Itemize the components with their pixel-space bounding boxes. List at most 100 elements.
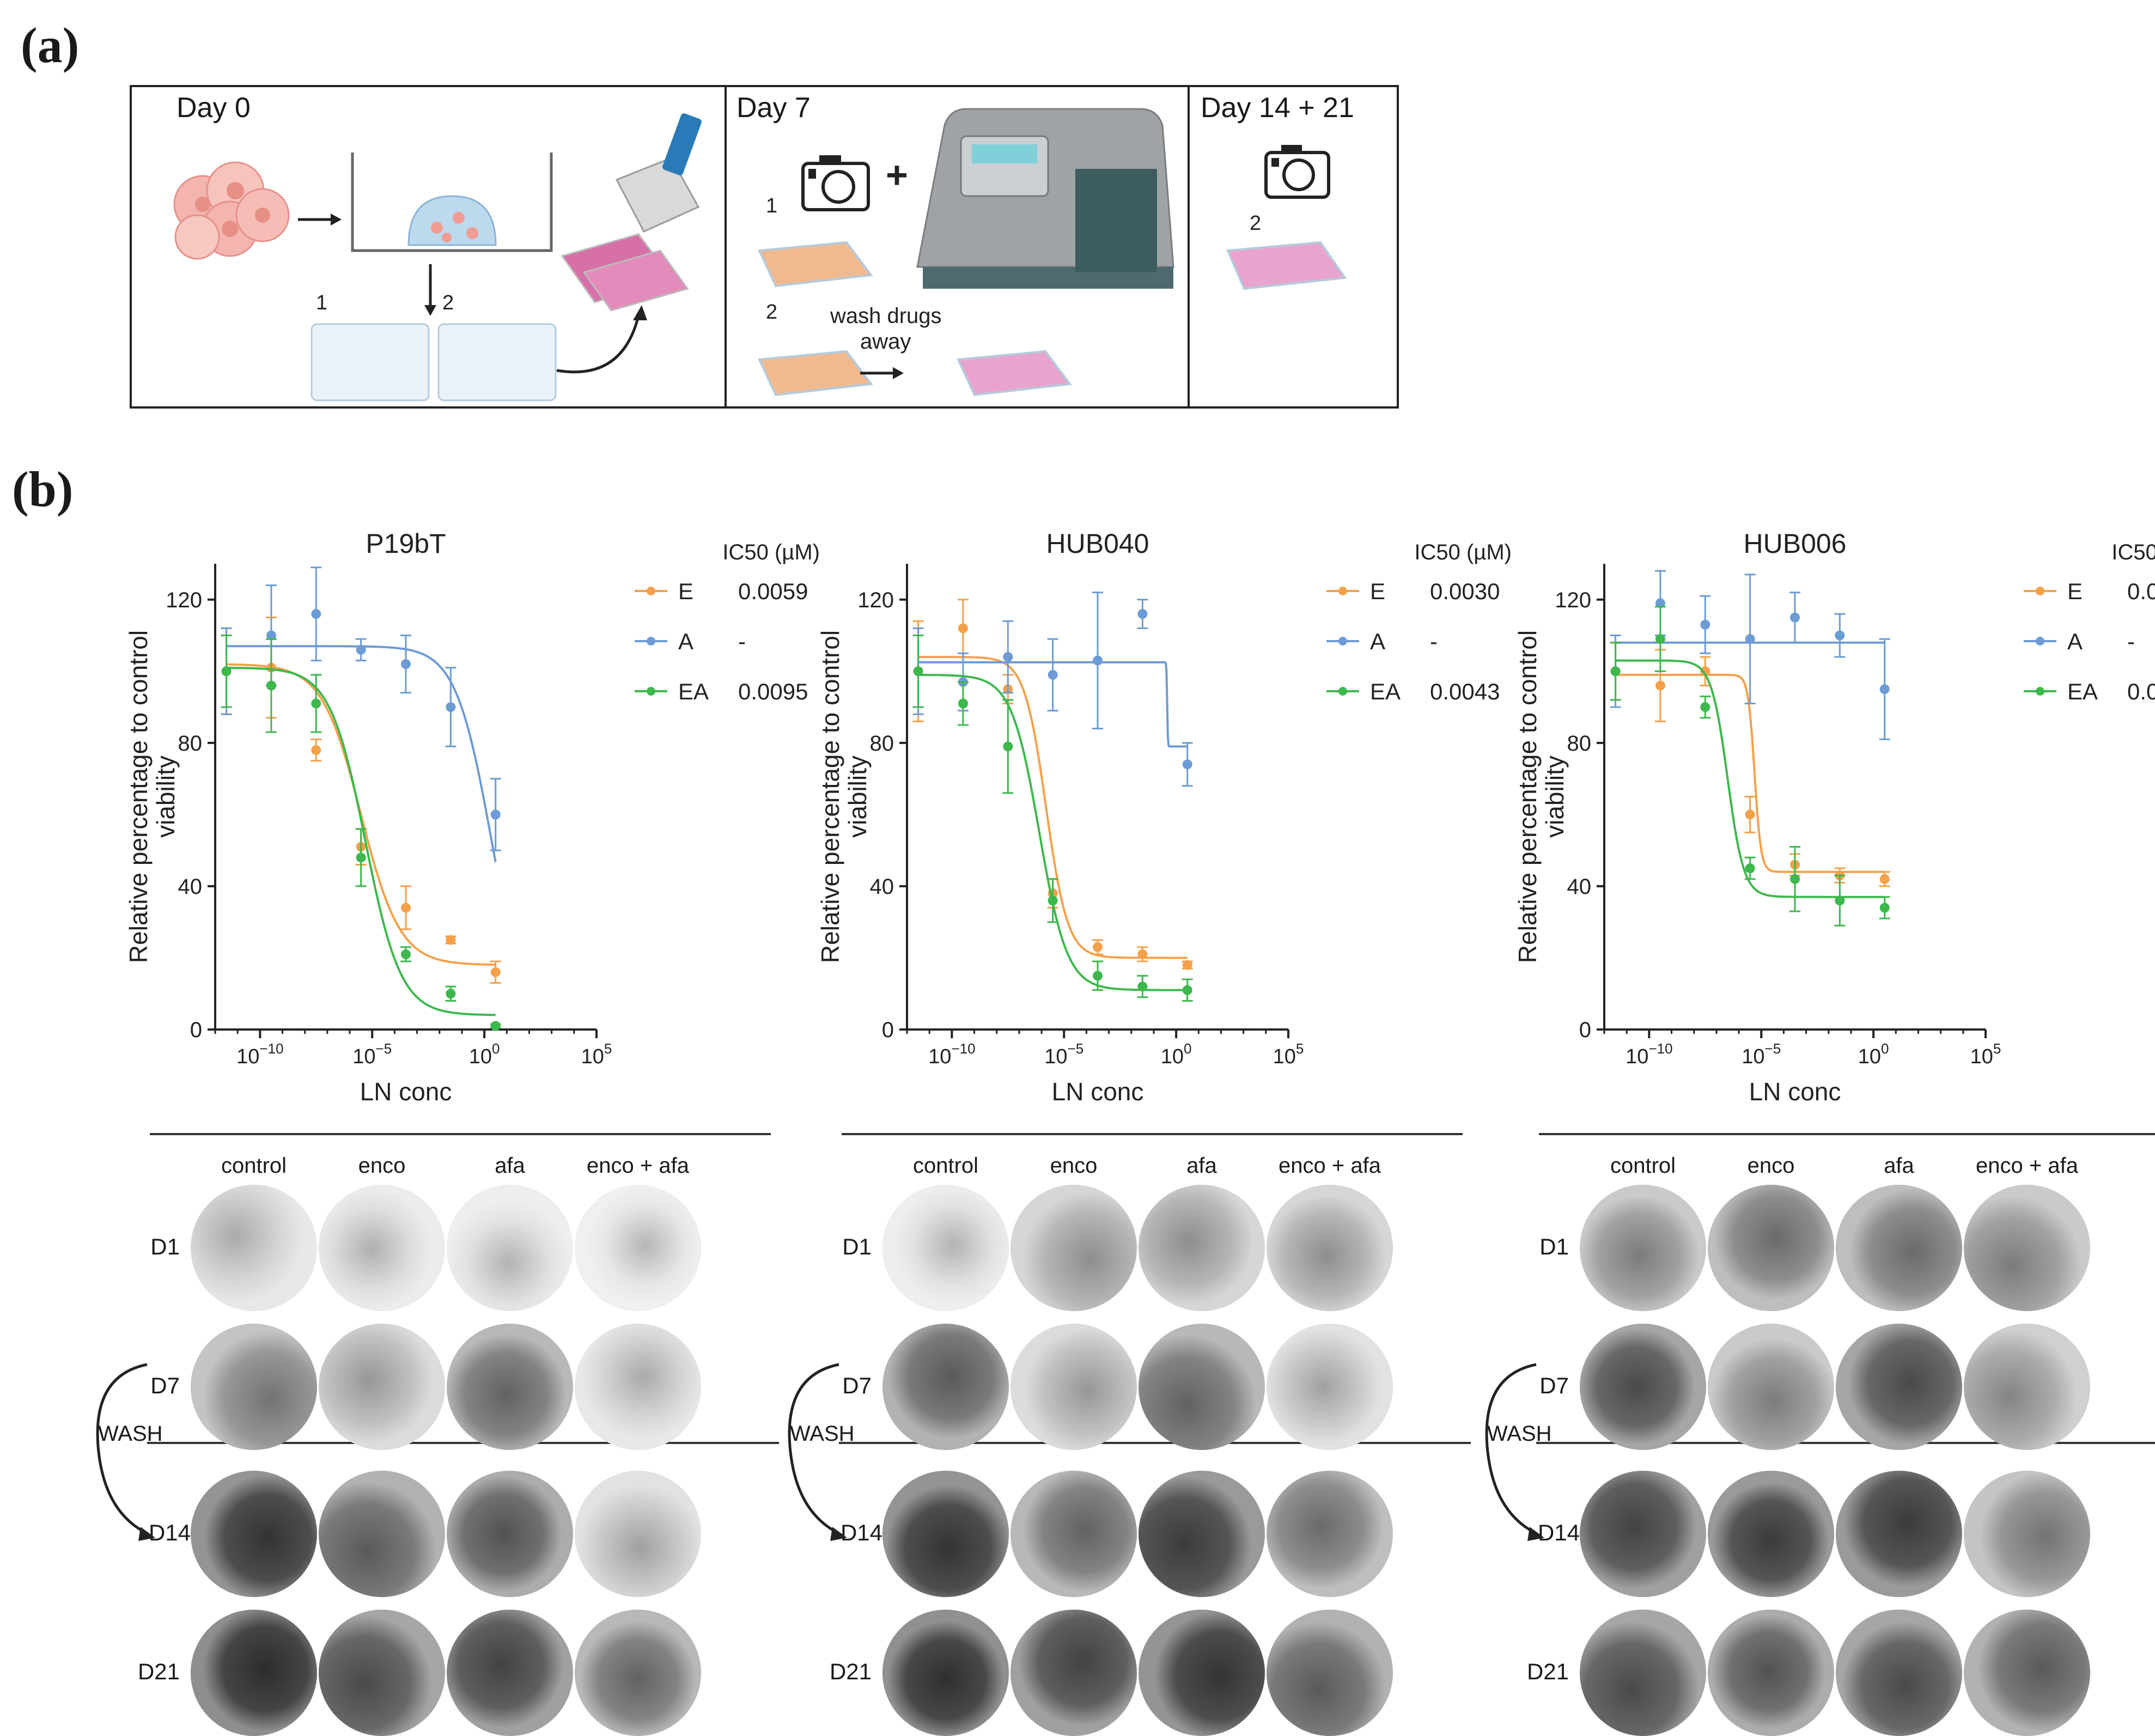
y-tick-label: 40 <box>178 875 203 899</box>
y-tick-label: 40 <box>870 875 894 899</box>
legend-header: IC50 (µM) <box>2111 540 2155 564</box>
well-image <box>1964 1471 2090 1597</box>
well-image <box>191 1324 317 1450</box>
plate-grid-hub006: control enco afa enco + afa D1 D7 D14 D21 WASH <box>1465 1133 2155 1736</box>
separator-line <box>1539 1133 2155 1135</box>
data-point-A <box>356 644 366 655</box>
well-image <box>1010 1471 1137 1597</box>
well-image <box>575 1471 701 1597</box>
y-tick-label: 80 <box>1567 732 1592 756</box>
legend-ic50: 0.0093 <box>2127 578 2155 604</box>
well-image <box>1139 1610 1265 1736</box>
legend-ic50: 0.0028 <box>2127 679 2155 704</box>
well-image <box>1010 1324 1137 1450</box>
x-tick-label: 10−5 <box>1742 1040 1781 1068</box>
legend-name: EA <box>2067 679 2098 704</box>
legend-marker-EA <box>647 687 655 696</box>
data-point-A <box>1655 598 1665 608</box>
x-tick-label: 10−10 <box>236 1040 283 1068</box>
workflow-diagram: Day 0 Day 7 Day 14 + 21 <box>130 85 1399 409</box>
legend-ic50: 0.0043 <box>1430 679 1500 704</box>
x-axis-label: LN conc <box>360 1077 452 1106</box>
data-point-E <box>1655 680 1665 691</box>
data-point-E <box>401 903 411 913</box>
plus-sign: + <box>886 154 908 196</box>
data-point-A <box>1137 609 1148 619</box>
chart-title: HUB040 <box>1046 531 1149 559</box>
plate-grid-p19bt: control enco afa enco + afa D1 D7 D14 D21 WASH <box>76 1133 784 1736</box>
x-tick-label: 100 <box>1161 1040 1192 1068</box>
data-point-EA <box>446 989 456 999</box>
data-point-A <box>446 702 456 712</box>
row-label: D14 <box>148 1520 191 1545</box>
well-image <box>319 1185 445 1311</box>
column-header: enco + afa <box>1976 1154 2078 1178</box>
well-image <box>447 1185 573 1311</box>
data-point-EA <box>1003 741 1013 752</box>
row-label: D7 <box>150 1373 180 1398</box>
well-image <box>1836 1324 1962 1450</box>
wash-arrow <box>788 1363 847 1541</box>
data-point-A <box>1700 619 1710 630</box>
well-image <box>191 1471 317 1597</box>
y-axis-label: Relative percentage to control <box>1513 630 1542 963</box>
data-point-E <box>1745 809 1755 820</box>
organoid-cluster-icon <box>173 161 290 260</box>
data-point-A <box>266 630 276 641</box>
well-image <box>1708 1610 1834 1736</box>
well-image <box>1964 1185 2090 1311</box>
data-point-EA <box>401 949 411 959</box>
day7-title: Day 7 <box>736 92 811 124</box>
y-tick-label: 80 <box>870 732 894 756</box>
plate-grid-hub040: control enco afa enco + afa D1 D7 D14 D21 WASH <box>768 1133 1476 1736</box>
legend-ic50: - <box>738 629 746 654</box>
well-image <box>319 1610 445 1736</box>
wash-separator-line <box>147 1442 779 1444</box>
data-point-EA <box>1700 702 1710 712</box>
panel-label-a: (a) <box>21 17 80 73</box>
svg-text:2: 2 <box>1250 212 1261 235</box>
data-point-E <box>1093 942 1103 952</box>
data-point-EA <box>1790 874 1800 884</box>
fit-curve-EA <box>918 674 1188 991</box>
legend-header: IC50 (µM) <box>1414 540 1512 564</box>
well-image <box>1836 1185 1962 1311</box>
data-point-A <box>1745 634 1755 644</box>
legend-name: A <box>2067 629 2083 654</box>
well-image <box>447 1610 573 1736</box>
legend-marker-A <box>1338 637 1347 645</box>
data-point-EA <box>913 666 923 677</box>
svg-text:1: 1 <box>316 291 327 314</box>
legend-marker-EA <box>1338 687 1347 696</box>
separator-line <box>842 1133 1463 1135</box>
data-point-A <box>1093 655 1103 666</box>
x-tick-label: 105 <box>1273 1040 1304 1068</box>
96-well-plate-icon <box>1226 241 1347 290</box>
data-point-E <box>1700 666 1710 677</box>
data-point-A <box>1790 612 1800 623</box>
svg-text:1: 1 <box>766 194 777 217</box>
well-image <box>319 1324 445 1450</box>
well-image <box>1010 1610 1137 1736</box>
legend-ic50: - <box>1430 629 1438 654</box>
legend-marker-E <box>2036 587 2044 595</box>
y-tick-label: 120 <box>1555 588 1591 612</box>
camera-icon <box>801 155 870 211</box>
well-image <box>319 1471 445 1597</box>
y-axis-label-line2: viability <box>151 756 180 838</box>
y-tick-label: 80 <box>178 732 203 756</box>
legend-name: A <box>678 629 693 654</box>
panel-label-b: (b) <box>12 461 74 517</box>
row-label: D21 <box>137 1659 180 1684</box>
x-tick-label: 10−10 <box>1626 1040 1672 1068</box>
well-image <box>1836 1610 1962 1736</box>
well-image <box>1580 1185 1706 1311</box>
legend-marker-A <box>2036 637 2044 645</box>
data-point-EA <box>1610 666 1621 677</box>
chart-title: HUB006 <box>1744 531 1847 559</box>
well-image <box>575 1610 701 1736</box>
camera-icon <box>1264 145 1330 199</box>
wash-label: WASH <box>98 1422 163 1446</box>
x-tick-label: 100 <box>469 1040 500 1068</box>
dose-response-chart-hub040: 0 40 80 120 10−10 10−5 100 105 HUB040 LN conc Rela… <box>816 531 1512 1106</box>
